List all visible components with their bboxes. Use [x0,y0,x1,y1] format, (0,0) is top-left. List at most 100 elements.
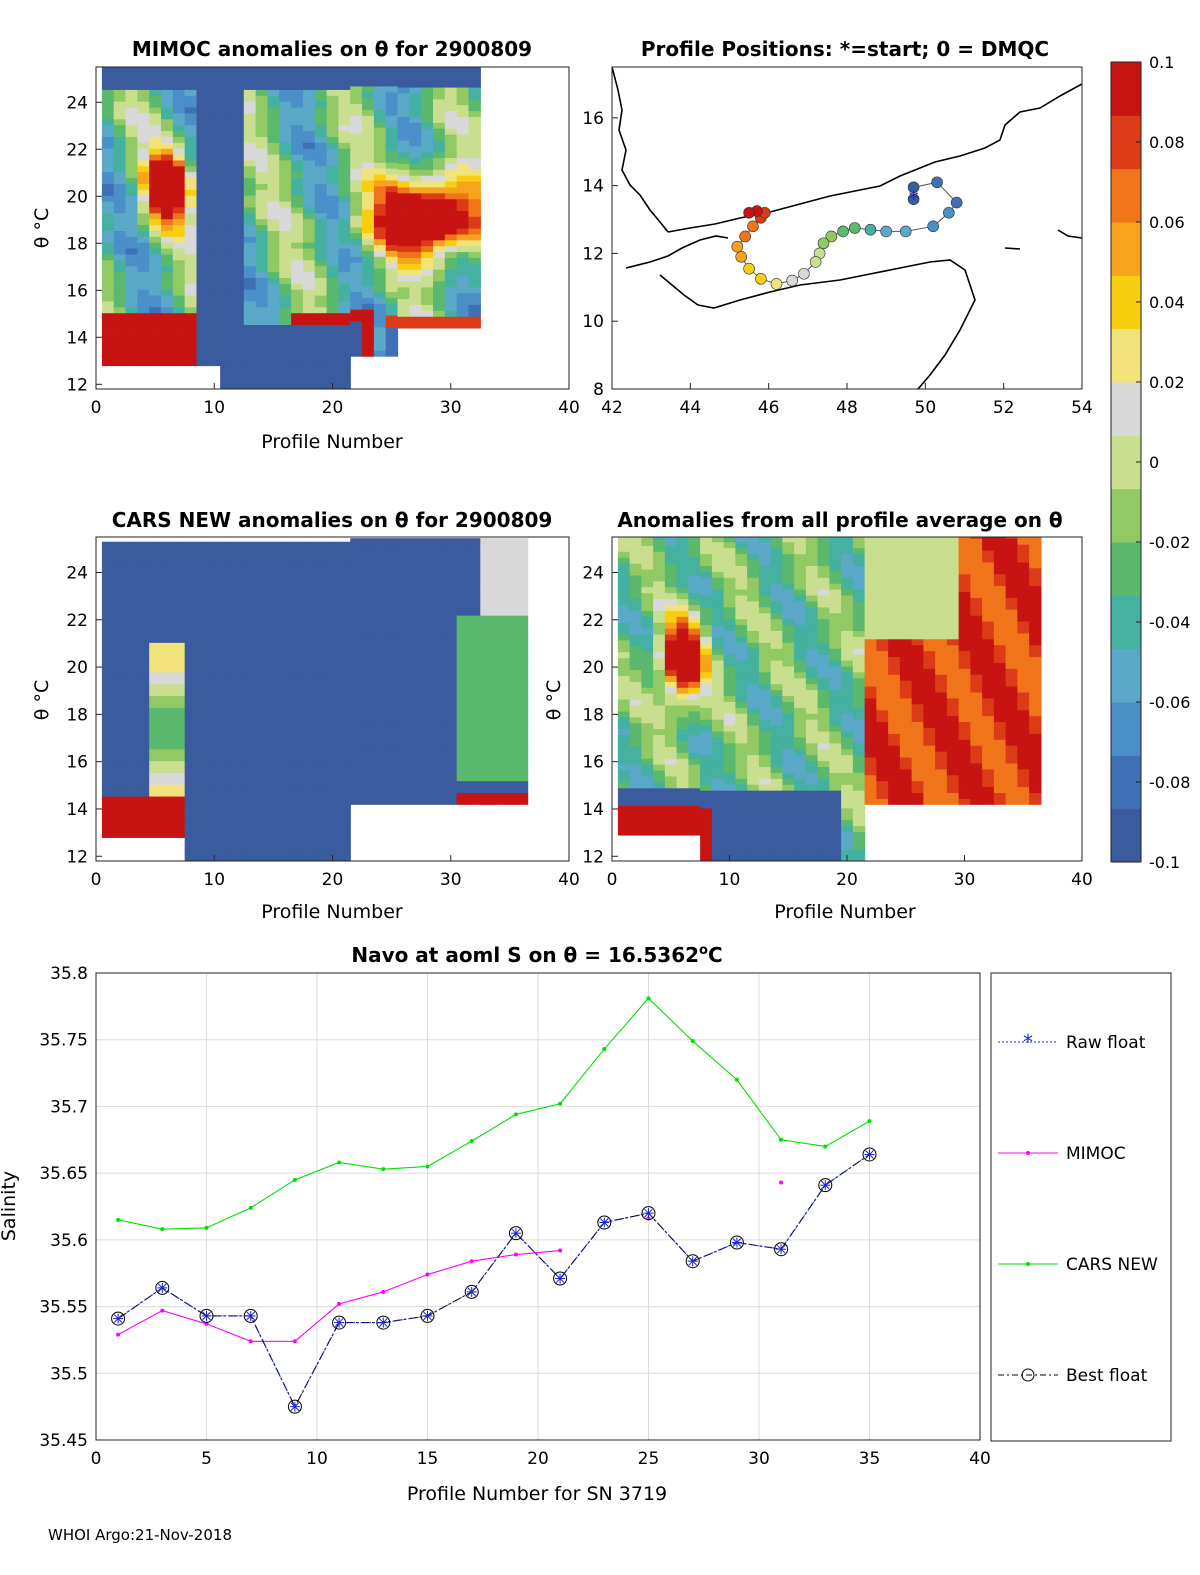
heat-cell [291,725,304,732]
heat-cell [829,707,842,714]
heat-cell [113,577,127,584]
cars-title: CARS NEW anomalies on θ for 2900809 [112,508,553,532]
heat-cell [617,610,631,617]
heat-cell [397,198,410,206]
heat-cell [444,555,458,563]
heat-cell [208,659,221,667]
heat-cell [161,565,174,572]
heat-cell [113,359,127,367]
heat-cell [409,216,422,223]
heat-cell [208,289,221,296]
heat-cell [231,142,245,149]
heat-cell [314,271,328,278]
heat-cell [829,612,842,620]
heat-cell [758,837,772,844]
heat-cell [113,312,127,320]
heat-cell [935,768,948,776]
heat-cell [397,538,410,545]
heat-cell [629,758,642,765]
heat-cell [137,659,150,667]
heat-cell [101,353,115,361]
heat-cell [899,668,913,675]
heat-cell [255,359,269,367]
heat-cell [243,159,257,167]
heat-cell [421,780,434,788]
heat-cell [137,283,150,290]
heat-cell [326,547,340,555]
heat-cell [220,353,233,361]
heat-cell [302,359,316,367]
heat-cell [385,721,399,728]
heat-cell [664,616,678,623]
heat-cell [101,212,115,220]
heat-cell [113,271,127,278]
heat-cell [805,795,819,803]
heat-cell [267,606,280,614]
heat-cell [829,790,842,797]
heat-cell [373,109,387,116]
heat-cell [314,118,328,126]
heat-cell [444,626,458,634]
heat-cell [314,689,328,697]
heat-cell [888,680,901,687]
heat-cell [350,780,363,788]
heat-cell [314,571,328,578]
heat-cell [172,730,186,738]
heat-cell [172,183,186,190]
heat-cell [794,760,807,768]
heat-cell [397,269,410,276]
heat-cell [243,559,257,566]
heat-cell [149,142,162,149]
heat-cell [468,180,481,188]
heat-cell [172,772,186,779]
heat-cell [747,606,760,614]
heat-cell [279,165,292,173]
heat-cell [125,300,138,308]
heat-cell [326,247,340,255]
heat-cell [184,200,198,208]
heat-cell [101,648,115,655]
heat-cell [758,618,772,626]
heat-cell [350,632,363,640]
heat-cell [172,725,186,732]
heat-cell [326,642,340,649]
heat-cell [267,153,280,161]
heat-cell [641,557,654,564]
heat-cell [101,300,115,308]
heat-cell [421,263,434,270]
heat-cell [101,259,115,267]
heat-cell [373,350,387,357]
heat-cell [350,338,363,345]
heat-cell [302,324,316,331]
heat-cell [676,598,689,606]
heat-cell [326,289,340,296]
heat-cell [196,253,209,261]
heat-cell [629,769,642,777]
heat-cell [149,218,162,226]
heat-cell [326,195,340,202]
heat-cell [735,790,748,797]
heat-cell [852,790,866,797]
heat-cell [161,347,174,355]
heat-cell [137,713,150,720]
heat-cell [782,677,795,685]
heat-cell [243,253,257,261]
heat-cell [770,695,783,702]
heat-cell [149,195,162,202]
heat-cell [433,792,446,799]
heat-cell [279,148,292,155]
heat-cell [231,148,245,155]
heat-cell [641,568,654,576]
heat-cell [350,638,363,646]
heat-cell [373,697,387,705]
heat-cell [723,695,736,702]
heat-cell [338,224,351,231]
heat-cell [758,689,772,697]
heat-cell [911,579,924,587]
heat-cell [172,294,186,302]
heat-cell [421,632,434,640]
heat-cell [770,630,783,637]
heat-cell [291,124,304,132]
heat-cell [362,780,375,788]
